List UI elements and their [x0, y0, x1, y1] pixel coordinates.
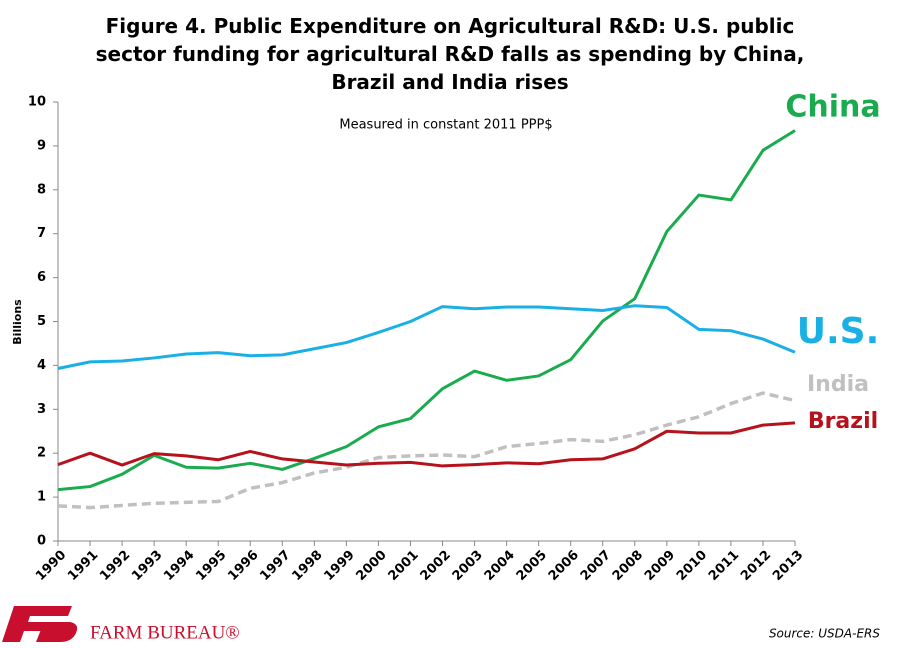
- x-tick-label: 1996: [225, 548, 261, 584]
- series-line: [57, 304, 796, 370]
- y-tick-label: 9: [37, 138, 46, 153]
- x-tick-label: 2012: [738, 548, 774, 584]
- x-tick-label: 2006: [546, 548, 582, 584]
- series-line: [57, 129, 796, 492]
- x-tick-label: 2000: [354, 548, 390, 584]
- x-tick-label: 1997: [257, 548, 293, 584]
- x-tick-label: 2002: [418, 548, 454, 584]
- y-tick-label: 7: [37, 226, 46, 241]
- x-tick-label: 1998: [289, 548, 325, 584]
- y-tick-label: 4: [37, 358, 46, 373]
- y-tick-label: 5: [37, 314, 46, 329]
- series-line: [57, 421, 796, 468]
- logo: [2, 606, 78, 642]
- title-line: Brazil and India rises: [331, 70, 569, 94]
- x-tick-label: 1993: [129, 548, 165, 584]
- x-tick-label: 1995: [193, 548, 229, 584]
- x-tick-label: 2010: [674, 548, 710, 584]
- x-tick-label: 1990: [33, 548, 69, 584]
- series-line: [57, 391, 796, 510]
- y-tick-label: 0: [37, 534, 46, 549]
- x-tick-label: 1994: [161, 548, 197, 584]
- series-label: U.S.: [797, 311, 880, 352]
- series-label: Brazil: [808, 409, 878, 434]
- series-label: China: [785, 90, 880, 125]
- x-tick-label: 2011: [706, 548, 742, 584]
- chart-subtitle: Measured in constant 2011 PPP$: [339, 118, 552, 133]
- y-tick-label: 2: [37, 446, 46, 461]
- title-line: sector funding for agricultural R&D fall…: [95, 42, 805, 66]
- source-note: Source: USDA-ERS: [769, 627, 880, 641]
- title-line: Figure 4. Public Expenditure on Agricult…: [105, 14, 795, 38]
- x-tick-label: 2008: [610, 548, 646, 584]
- logo-text: FARM BUREAU®: [90, 622, 240, 643]
- y-tick-label: 10: [28, 95, 46, 110]
- y-axis-label: Billions: [11, 299, 24, 345]
- y-tick-label: 8: [37, 182, 46, 197]
- x-tick-label: 2004: [482, 548, 518, 584]
- x-tick-label: 2007: [578, 548, 614, 584]
- series-label: India: [807, 372, 869, 397]
- x-tick-label: 1992: [97, 548, 133, 584]
- x-tick-label: 1999: [321, 548, 357, 584]
- x-tick-label: 2003: [450, 548, 486, 584]
- x-tick-label: 2009: [642, 548, 678, 584]
- y-tick-label: 6: [37, 270, 46, 285]
- x-tick-label: 2013: [770, 548, 806, 584]
- x-tick-label: 2001: [386, 548, 422, 584]
- chart-title: Figure 4. Public Expenditure on Agricult…: [60, 12, 840, 96]
- x-tick-label: 1991: [65, 548, 101, 584]
- y-tick-label: 3: [37, 402, 46, 417]
- x-tick-label: 2005: [514, 548, 550, 584]
- y-tick-label: 1: [37, 490, 46, 505]
